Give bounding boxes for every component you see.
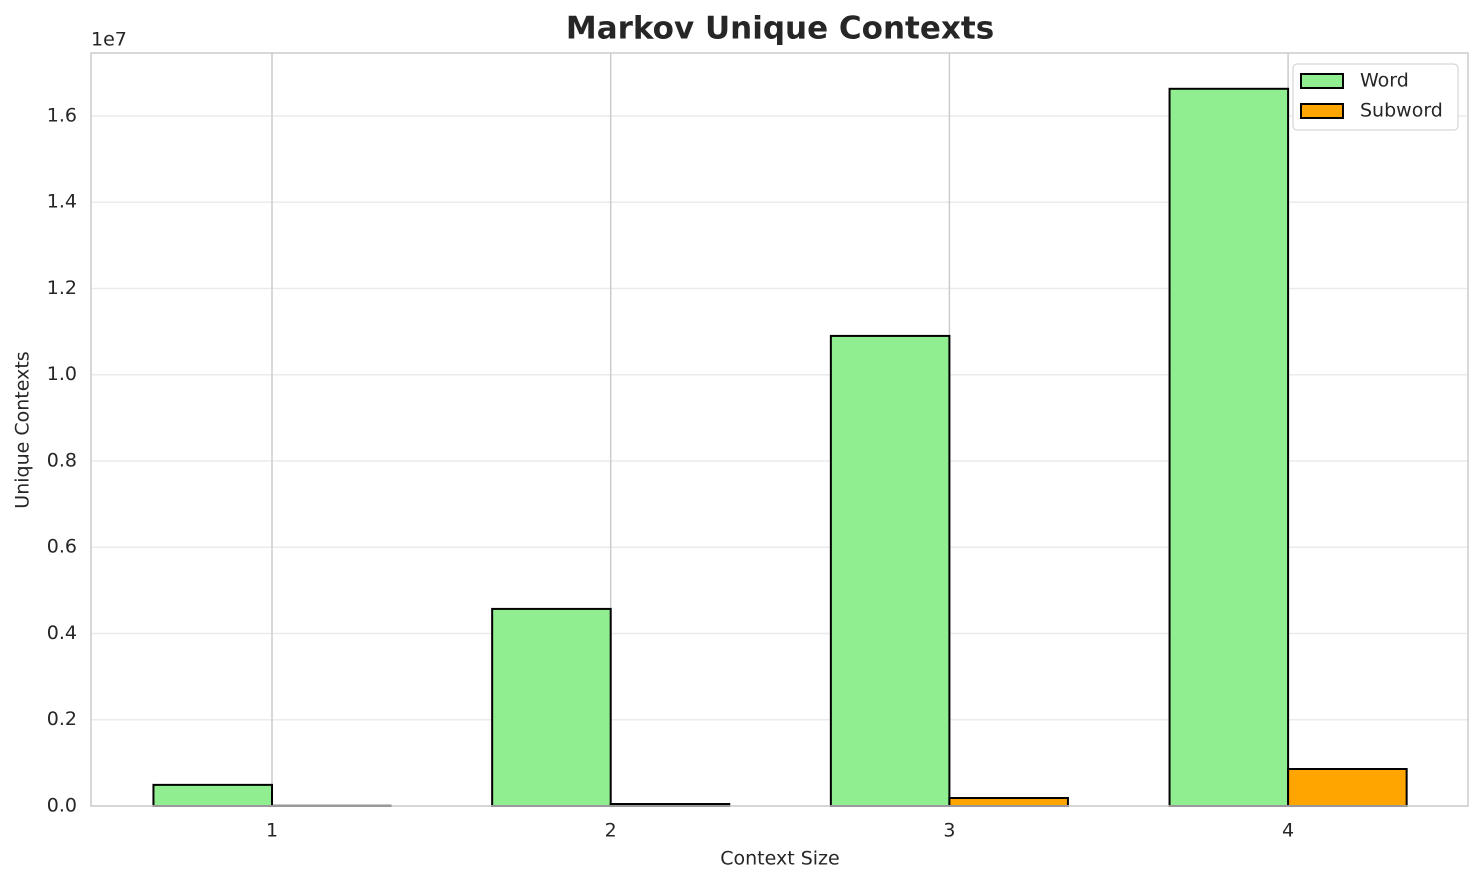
x-axis-label: Context Size: [720, 848, 839, 870]
y-tick-label: 1.4: [47, 191, 77, 213]
legend-label: Word: [1360, 70, 1409, 92]
y-tick-label: 1.2: [47, 277, 77, 299]
y-tick-label: 0.4: [47, 622, 77, 644]
y-tick-label: 0.8: [47, 449, 77, 471]
bar: [829, 334, 951, 807]
y-tick-label: 1.0: [47, 363, 77, 385]
bar: [491, 607, 612, 807]
y-offset-label: 1e7: [91, 29, 127, 51]
x-tick-label: 4: [1282, 820, 1294, 842]
bar: [152, 783, 273, 807]
y-tick-label: 0.0: [47, 795, 77, 817]
bar: [1168, 87, 1290, 807]
y-tick-label: 0.6: [47, 536, 77, 558]
chart-title: Markov Unique Contexts: [566, 11, 994, 47]
legend-swatch: [1300, 103, 1344, 119]
y-tick-label: 1.6: [47, 104, 77, 126]
legend-label: Subword: [1360, 100, 1443, 122]
y-tick-label: 0.2: [47, 708, 77, 730]
x-tick-label: 1: [266, 820, 278, 842]
x-tick-label: 2: [605, 820, 617, 842]
x-tick-label: 3: [943, 820, 955, 842]
bar: [948, 797, 1069, 808]
bar: [1287, 767, 1408, 807]
plot-frame: [90, 52, 1469, 807]
legend-swatch: [1300, 73, 1344, 89]
y-axis-label: Unique Contexts: [12, 351, 34, 508]
